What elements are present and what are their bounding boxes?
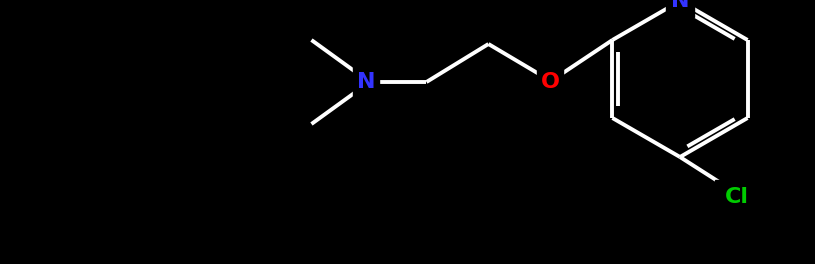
Text: N: N — [671, 0, 689, 11]
Bar — [354, 66, 380, 98]
Text: N: N — [357, 72, 376, 92]
Bar — [666, 0, 694, 17]
Bar — [715, 180, 759, 214]
Text: O: O — [541, 72, 560, 92]
Bar — [537, 66, 563, 98]
Text: Cl: Cl — [725, 187, 749, 207]
